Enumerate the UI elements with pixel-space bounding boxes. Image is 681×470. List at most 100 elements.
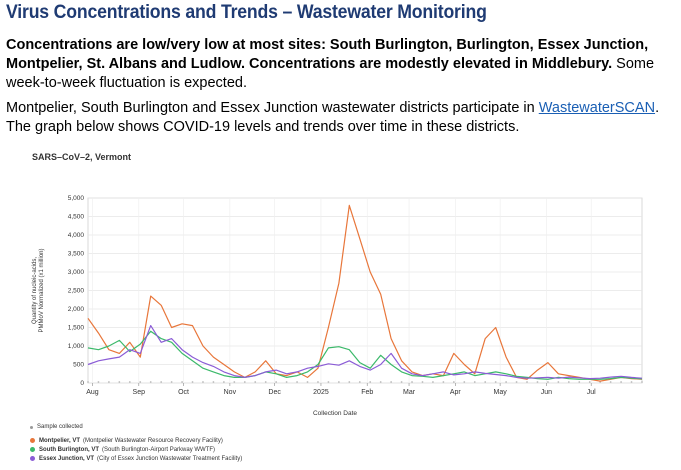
sample-marker [170,381,173,383]
legend-item-3[interactable]: Essex Junction, VT (City of Essex Junctio… [30,454,242,463]
sample-marker [108,381,110,383]
x-tick-label: Sep [133,389,146,396]
legend-series-facility: (City of Essex Junction Wastewater Treat… [97,455,243,462]
x-tick-label: Oct [178,389,189,396]
wastewaterscan-link[interactable]: WastewaterSCAN [538,100,656,116]
sample-marker [222,381,225,383]
legend-series-facility: (Montpelier Wastewater Resource Recovery… [83,437,223,444]
sample-marker [87,381,89,383]
sample-marker [296,381,298,383]
sample-marker [630,381,633,383]
legend-swatch-icon [30,447,35,452]
para2-after-text: . The graph below shows COVID-19 levels … [6,100,660,135]
sample-marker [243,381,246,383]
summary-paragraph: Concentrations are low/very low at most … [6,36,678,93]
sample-marker [348,381,351,383]
page-heading: Virus Concentrations and Trends – Wastew… [6,2,487,23]
sample-marker [620,381,622,383]
sample-marker [233,381,236,383]
legend-series-name: Montpelier, VT [39,437,81,444]
sample-marker [97,381,100,383]
sample-marker [337,381,340,383]
y-tick-label: 1,500 [68,325,85,332]
sample-marker [128,381,131,383]
sample-marker [641,381,643,383]
sample-marker [557,381,560,383]
x-tick-label: Mar [403,389,416,396]
y-axis-title-line: PMMoV Normalized (x1 million) [39,248,45,332]
chart-legend: Montpelier, VT (Montpelier Wastewater Res… [30,436,242,463]
sample-marker [358,381,361,383]
chart-title: SARS–CoV–2, Vermont [32,152,132,162]
sample-marker [327,381,330,383]
y-tick-label: 5,000 [68,195,85,202]
sample-marker [181,381,183,383]
y-tick-label: 4,000 [68,232,85,239]
x-tick-label: 2025 [313,389,329,396]
sample-marker [578,381,581,383]
y-tick-label: 4,500 [68,214,85,221]
participation-paragraph: Montpelier, South Burlington and Essex J… [6,99,678,137]
y-tick-label: 500 [73,362,84,369]
legend-series-name: Essex Junction, VT [39,455,95,462]
sample-marker [473,381,476,383]
sample-marker [285,381,288,383]
y-tick-label: 2,000 [68,306,85,313]
sample-marker [526,381,528,383]
x-tick-label: Jun [541,389,552,396]
sample-marker [202,381,204,383]
legend-swatch-icon [30,456,35,461]
sample-marker [118,381,121,383]
sample-marker [432,381,434,383]
sample-marker [264,381,267,383]
x-axis-title: Collection Date [313,410,357,417]
sample-marker [379,381,382,383]
sample-marker [494,381,497,383]
sample-marker [463,381,466,383]
sample-marker [442,381,445,383]
sample-marker [369,381,372,383]
y-tick-label: 0 [80,380,84,387]
x-tick-label: Dec [268,389,281,396]
legend-item-2[interactable]: South Burlington, VT (South Burlington-Ai… [30,445,242,454]
legend-item-1[interactable]: Montpelier, VT (Montpelier Wastewater Res… [30,436,242,445]
sample-collected-note: Sample collected [30,424,83,430]
sample-marker [254,381,257,383]
x-tick-label: Feb [361,389,373,396]
sample-marker [547,381,549,383]
sample-marker [609,381,612,383]
series-line-2 [87,330,643,380]
sample-marker [421,381,424,383]
x-tick-label: May [494,389,508,396]
sample-marker [390,381,393,383]
summary-bold-text: Concentrations are low/very low at most … [6,37,649,72]
x-tick-label: Aug [86,389,99,396]
y-tick-label: 3,000 [68,269,85,276]
legend-series-name: South Burlington, VT [39,446,99,453]
series-line-3 [87,325,643,380]
legend-swatch-icon [30,438,35,443]
sample-marker [191,381,194,383]
y-axis-title-line: Quantity of nucleic-acids, [32,257,38,324]
sample-marker [212,381,215,383]
y-tick-label: 3,500 [68,251,85,258]
para2-before-text: Montpelier, South Burlington and Essex J… [6,100,539,116]
summary-rest-text: Some week-to-week fluctuation is expecte… [6,56,655,91]
sample-marker [317,381,319,383]
series-line-1 [87,204,643,382]
sample-marker [306,381,309,383]
sample-collected-label: Sample collected [37,424,83,430]
y-tick-label: 1,000 [68,343,85,350]
sample-marker [505,381,508,383]
sample-marker [400,381,403,383]
sample-marker [149,381,152,383]
sample-marker [536,381,539,383]
x-tick-label: Apr [450,389,462,396]
x-tick-label: Jul [587,389,596,396]
sample-marker [484,381,487,383]
x-tick-label: Nov [224,389,237,396]
sample-marker [515,381,518,383]
sample-marker [588,381,591,383]
y-tick-label: 2,500 [68,288,85,295]
